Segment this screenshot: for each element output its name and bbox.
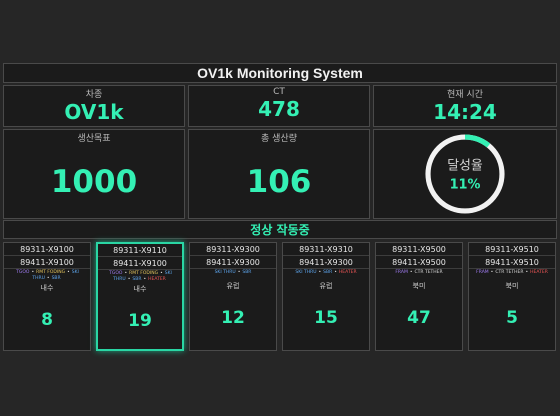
region-label: 내수 [133,285,147,293]
region-label: 북미 [505,282,519,290]
region-label: 내수 [40,284,54,292]
tag-separator: • [124,271,128,276]
option-tag: CTR TETHER [414,270,443,275]
tag-separator: • [127,277,131,282]
option-tag: SKI THRU [113,271,172,282]
part-code-primary: 89311-X9500 [376,243,462,256]
tag-separator: • [525,270,529,275]
option-tag: FRAM [476,270,489,275]
time-value: 14:24 [433,100,497,124]
option-tag: HEATER [530,270,548,275]
option-tag: CTR TETHER [495,270,524,275]
line-card-3: 89311-X9300 89411-X9300 SKI THRU • SBR 유럽 12 [189,242,277,351]
tag-separator: • [67,270,70,275]
production-count: 5 [506,308,518,328]
part-code-secondary: 89411-X9510 [469,256,555,269]
tag-separator: • [160,271,163,276]
part-code-secondary: 89411-X9100 [4,256,90,269]
option-tags: FRAM • CTR TETHER [376,269,462,281]
status-text: 정상 작동중 [250,223,310,237]
target-value: 1000 [50,164,138,200]
target-label: 생산목표 [77,134,111,144]
tag-separator: • [318,270,322,275]
production-count: 8 [41,310,53,330]
line-card-6: 89311-X9510 89411-X9510 FRAM • CTR TETHER • HE… [468,242,556,351]
line-card-5: 89311-X9500 89411-X9500 FRAM • CTR TETHER 북미 4… [375,242,463,351]
achievement-gauge: 달성율 11% [425,134,505,214]
option-tag: SBR [323,270,333,275]
option-tag: FRAM [395,270,408,275]
option-tag: HEATER [148,277,166,282]
option-tag: SBR [242,270,252,275]
part-code-secondary: 89411-X9500 [376,256,462,269]
tag-separator: • [334,270,337,275]
tag-separator: • [31,270,35,275]
part-code-primary: 89311-X9110 [98,244,182,257]
ct-panel: CT 478 [188,85,370,127]
title-bar: OV1k Monitoring System [3,63,557,83]
time-panel: 현재 시간 14:24 [373,85,557,127]
option-tag: SKI THRU [32,270,79,281]
status-strip: 정상 작동중 [3,220,557,239]
total-value: 106 [246,164,312,200]
production-count: 47 [407,308,431,328]
option-tag: SKI THRU [214,270,236,275]
total-panel: 총 생산량 106 [188,129,370,219]
target-panel: 생산목표 1000 [3,129,185,219]
model-value: OV1k [64,100,124,124]
achievement-value: 11% [450,178,481,193]
line-card-2: 89311-X9110 89411-X9100 TGOO • RMT FODING • SK… [96,242,184,351]
part-code-secondary: 89411-X9300 [190,256,276,269]
option-tags: SKI THRU • SBR [190,269,276,281]
tag-separator: • [46,276,50,281]
production-count: 15 [314,308,338,328]
region-label: 유럽 [319,282,333,290]
production-count: 19 [128,311,152,331]
part-code-secondary: 89411-X9100 [98,257,182,270]
model-label: 차종 [85,90,103,100]
option-tag: SBR [51,276,61,281]
option-tag: TGOO [16,270,30,275]
time-label: 현재 시간 [447,90,483,100]
option-tag: HEATER [338,270,357,275]
option-tags: TGOO • RMT FODING • SKI THRU • SBR [4,269,90,283]
line-card-4: 89311-X9310 89411-X9300 SKI THRU • SBR • HEATE… [282,242,370,351]
line-card-1: 89311-X9100 89411-X9100 TGOO • RMT FODING • SK… [3,242,91,351]
gauge-progress-arc [425,134,505,214]
region-label: 유럽 [226,282,240,290]
part-code-primary: 89311-X9310 [283,243,369,256]
page-title: OV1k Monitoring System [197,65,363,81]
tag-separator: • [143,277,147,282]
part-code-secondary: 89411-X9300 [283,256,369,269]
option-tags: TGOO • RMT FODING • SKI THRU • SBR • HEATER [98,270,182,284]
option-tags: SKI THRU • SBR • HEATER [283,269,369,281]
option-tag: SKI THRU [295,270,317,275]
option-tag: SBR [132,277,142,282]
part-code-primary: 89311-X9510 [469,243,555,256]
option-tags: FRAM • CTR TETHER • HEATER [469,269,555,281]
achievement-label: 달성율 [447,159,483,174]
tag-separator: • [237,270,241,275]
achievement-panel: 달성율 11% [373,129,557,219]
model-panel: 차종 OV1k [3,85,185,127]
total-label: 총 생산량 [261,134,297,144]
part-code-primary: 89311-X9100 [4,243,90,256]
region-label: 북미 [412,282,426,290]
option-tag: RMT FODING [129,271,159,276]
tag-separator: • [490,270,494,275]
gauge-track [425,134,505,214]
option-tag: TGOO [109,271,123,276]
part-code-primary: 89311-X9300 [190,243,276,256]
ct-label: CT [273,87,285,97]
option-tag: RMT FODING [36,270,66,275]
ct-value: 478 [258,97,300,121]
production-count: 12 [221,308,245,328]
tag-separator: • [409,270,413,275]
